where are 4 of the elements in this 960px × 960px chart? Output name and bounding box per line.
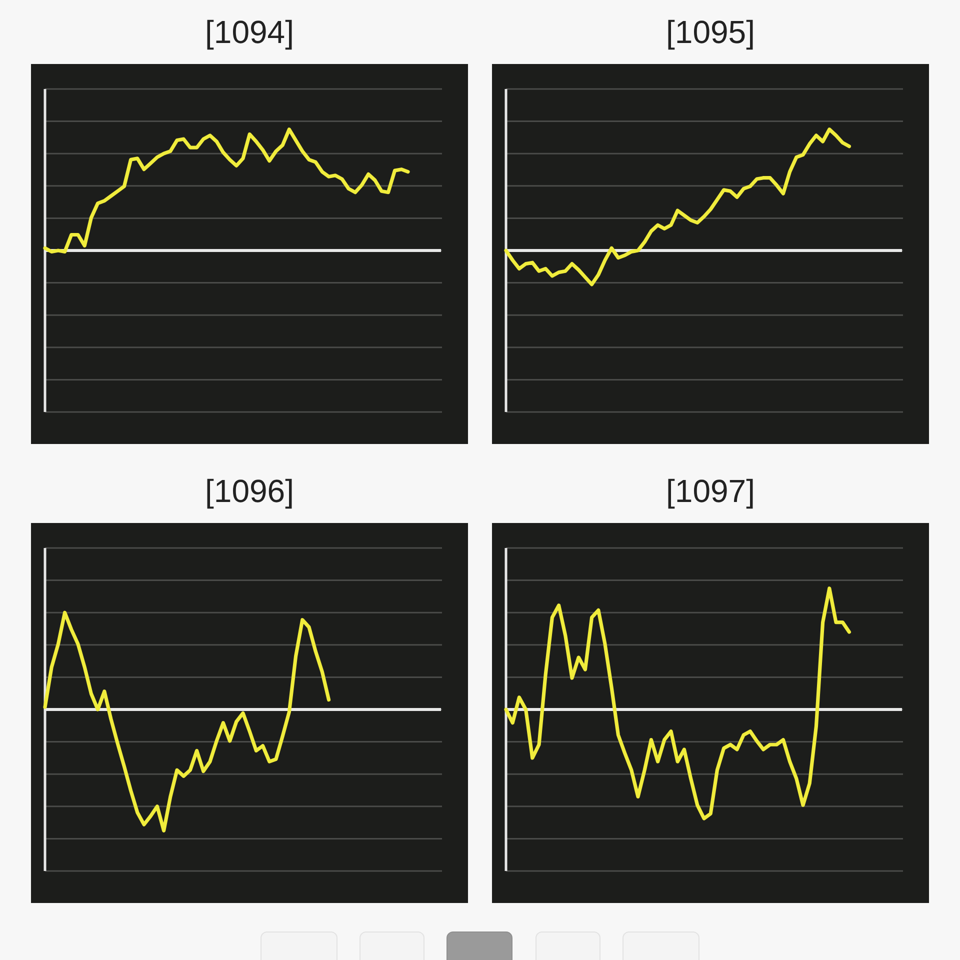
chart-title: [1096]: [205, 473, 294, 509]
chart-title: [1097]: [666, 473, 755, 509]
chart-title: [1094]: [205, 14, 294, 50]
chart-title: [1095]: [666, 14, 755, 50]
